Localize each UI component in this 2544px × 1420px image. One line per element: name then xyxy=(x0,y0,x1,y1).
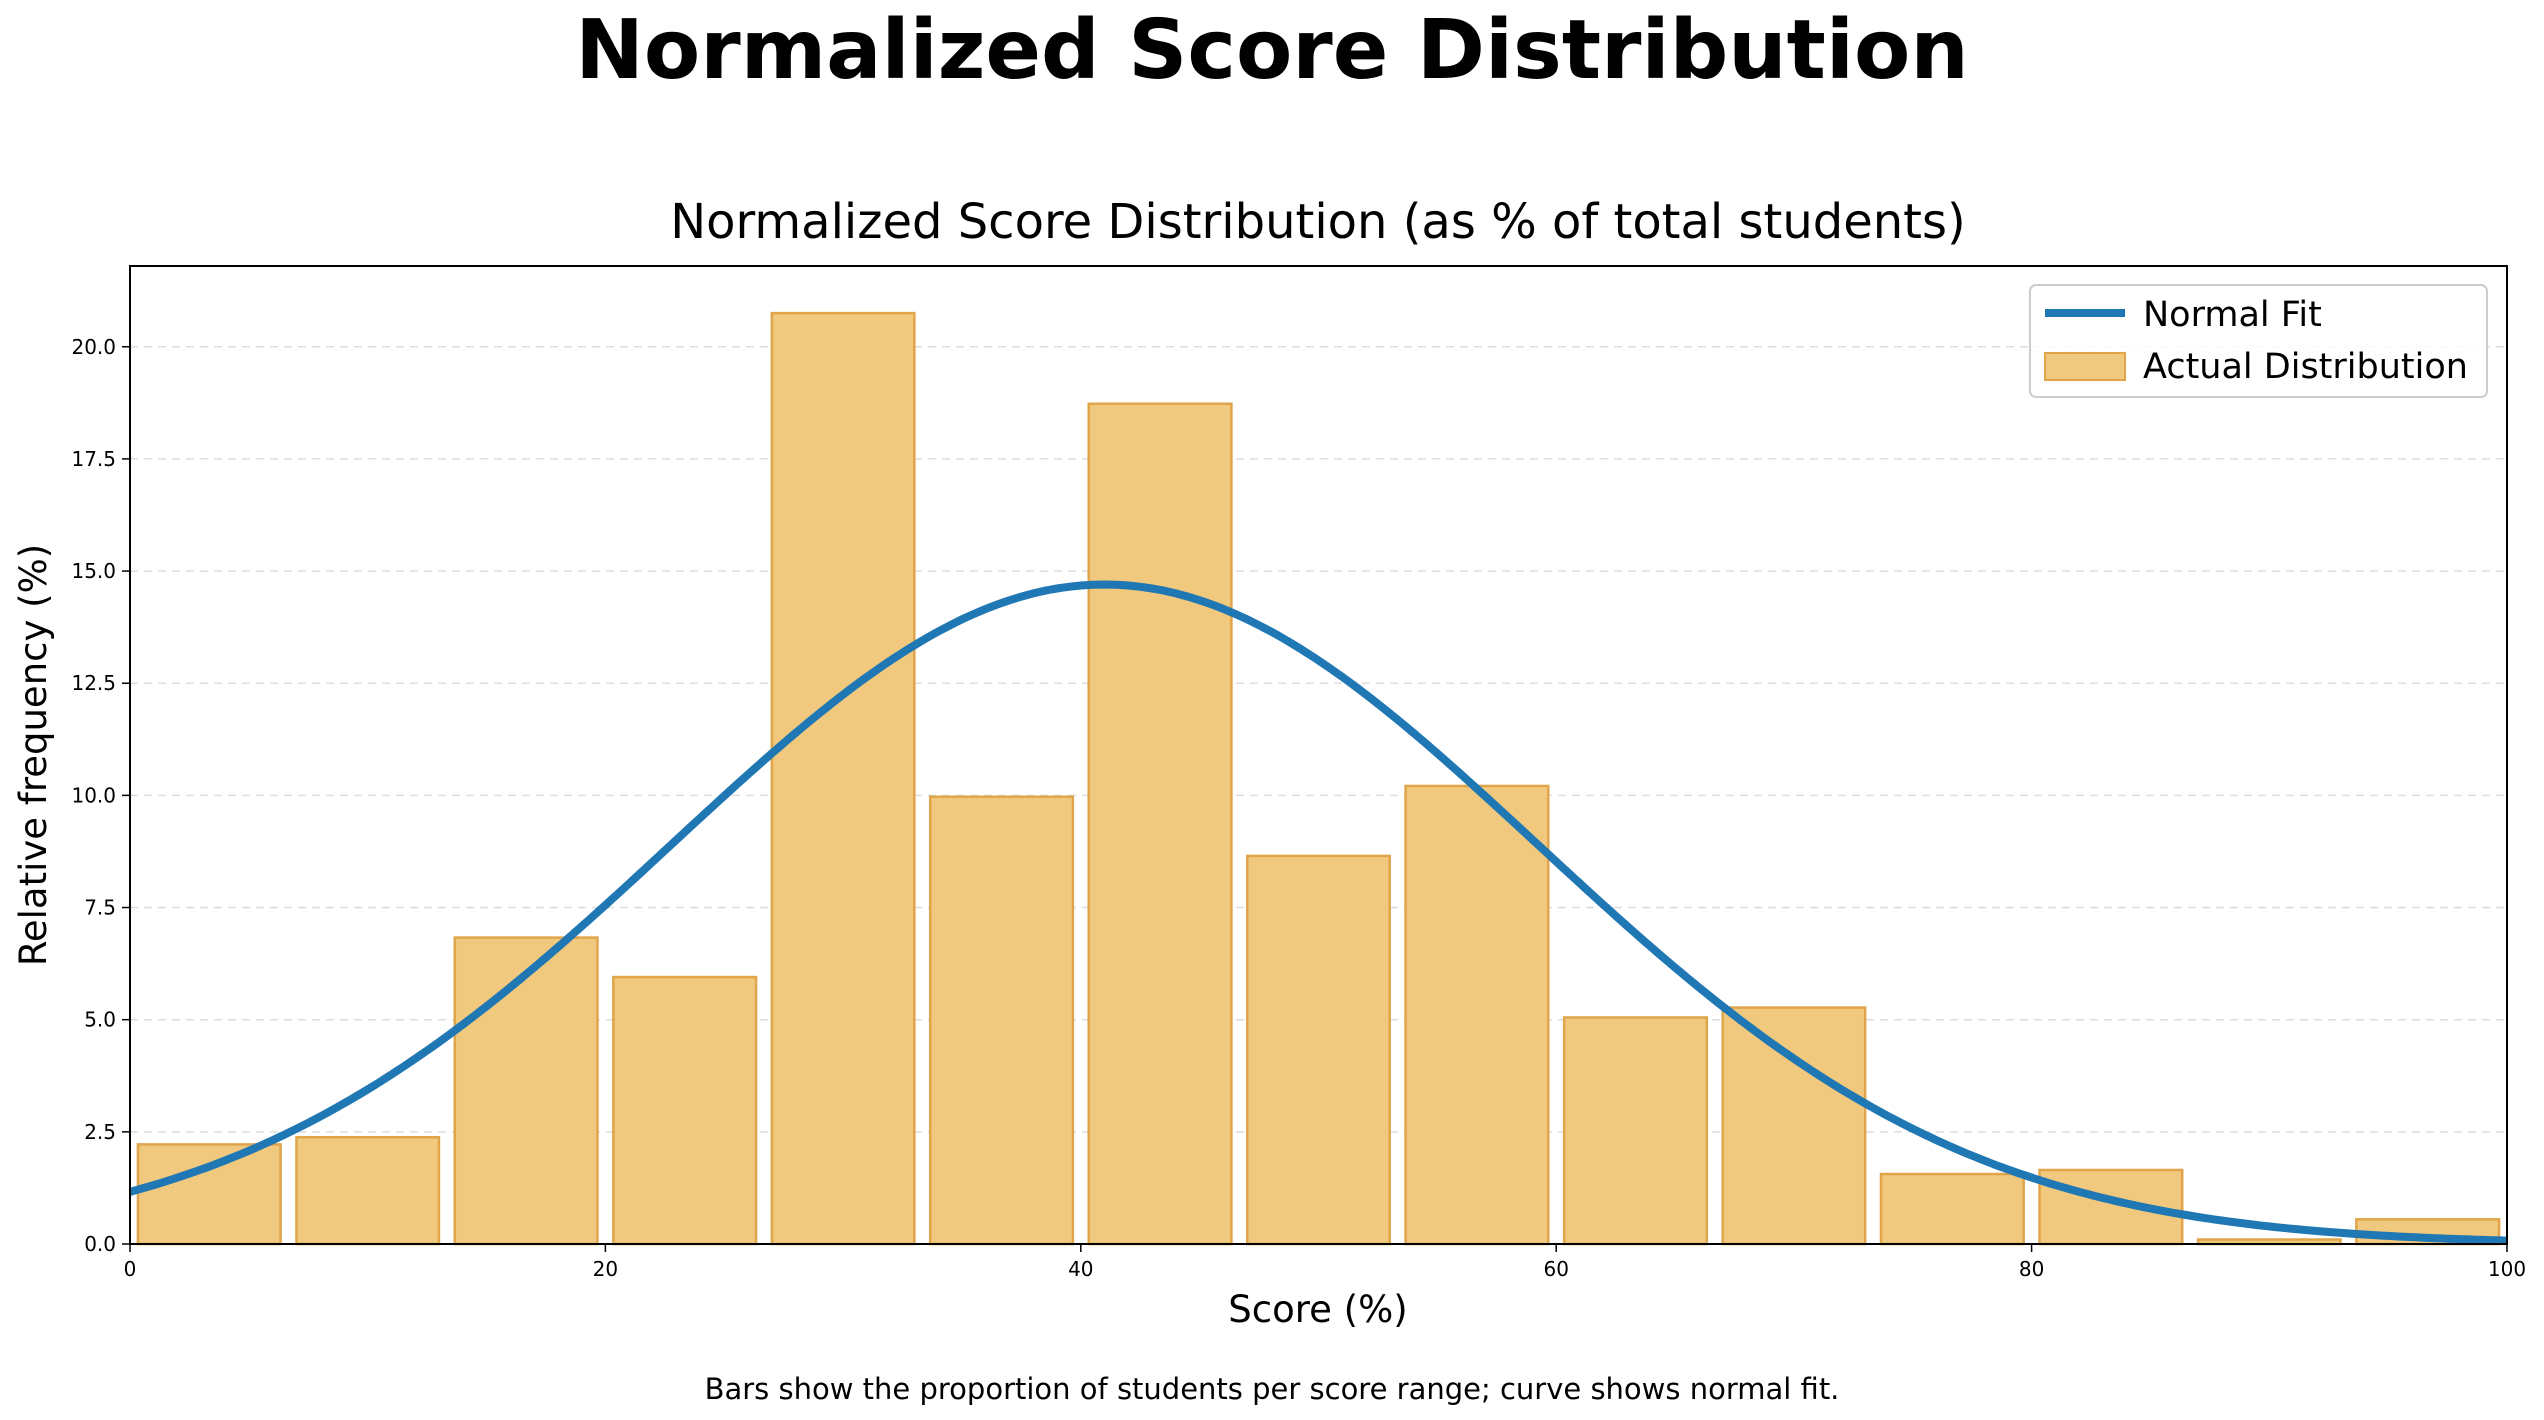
y-tick-label: 0.0 xyxy=(84,1232,116,1256)
figure-caption: Bars show the proportion of students per… xyxy=(705,1372,1840,1406)
bar xyxy=(1562,1016,1709,1246)
bars xyxy=(136,311,2501,1246)
bar xyxy=(1087,402,1233,1246)
y-tick-label: 15.0 xyxy=(71,559,116,583)
bar xyxy=(295,1135,441,1246)
bar xyxy=(136,1143,282,1246)
legend-label-actual-distribution: Actual Distribution xyxy=(2143,347,2468,387)
bar xyxy=(1879,1172,2025,1246)
legend-label-normal-fit: Normal Fit xyxy=(2143,295,2322,335)
x-tick-label: 80 xyxy=(2019,1257,2044,1281)
y-tick-label: 7.5 xyxy=(84,896,116,920)
y-axis-ticks: 0.0 2.5 5.0 7.5 10.0 12.5 15.0 17.5 20.0 xyxy=(71,335,130,1256)
bar xyxy=(1721,1006,1867,1246)
y-tick-label: 5.0 xyxy=(84,1008,116,1032)
figure-suptitle: Normalized Score Distribution xyxy=(575,3,1968,98)
bar xyxy=(770,311,916,1246)
x-tick-label: 20 xyxy=(593,1257,618,1281)
y-tick-label: 12.5 xyxy=(71,671,116,695)
y-tick-label: 20.0 xyxy=(71,335,116,359)
bar xyxy=(1246,854,1391,1246)
plot-frame xyxy=(129,265,2508,1245)
bar xyxy=(453,936,599,1246)
legend-bar-swatch xyxy=(2044,352,2126,381)
x-axis-label: Score (%) xyxy=(1228,1288,1407,1331)
legend-box xyxy=(2029,284,2488,398)
x-tick-label: 0 xyxy=(124,1257,137,1281)
y-tick-label: 2.5 xyxy=(84,1120,116,1144)
chart-title: Normalized Score Distribution (as % of t… xyxy=(670,194,1965,250)
y-axis-label: Relative frequency (%) xyxy=(12,544,55,966)
normal-fit-curve xyxy=(128,580,2508,1245)
x-tick-label: 40 xyxy=(1068,1257,1093,1281)
bar xyxy=(612,975,758,1246)
y-tick-label: 10.0 xyxy=(71,783,116,807)
bar xyxy=(928,795,1075,1246)
x-axis-ticks: 0 20 40 60 80 100 xyxy=(124,1244,2526,1281)
x-tick-label: 100 xyxy=(2488,1257,2526,1281)
bar xyxy=(1404,784,1550,1246)
legend: Normal Fit Actual Distribution xyxy=(2029,284,2488,398)
y-tick-label: 17.5 xyxy=(71,447,116,471)
x-tick-label: 60 xyxy=(1543,1257,1568,1281)
